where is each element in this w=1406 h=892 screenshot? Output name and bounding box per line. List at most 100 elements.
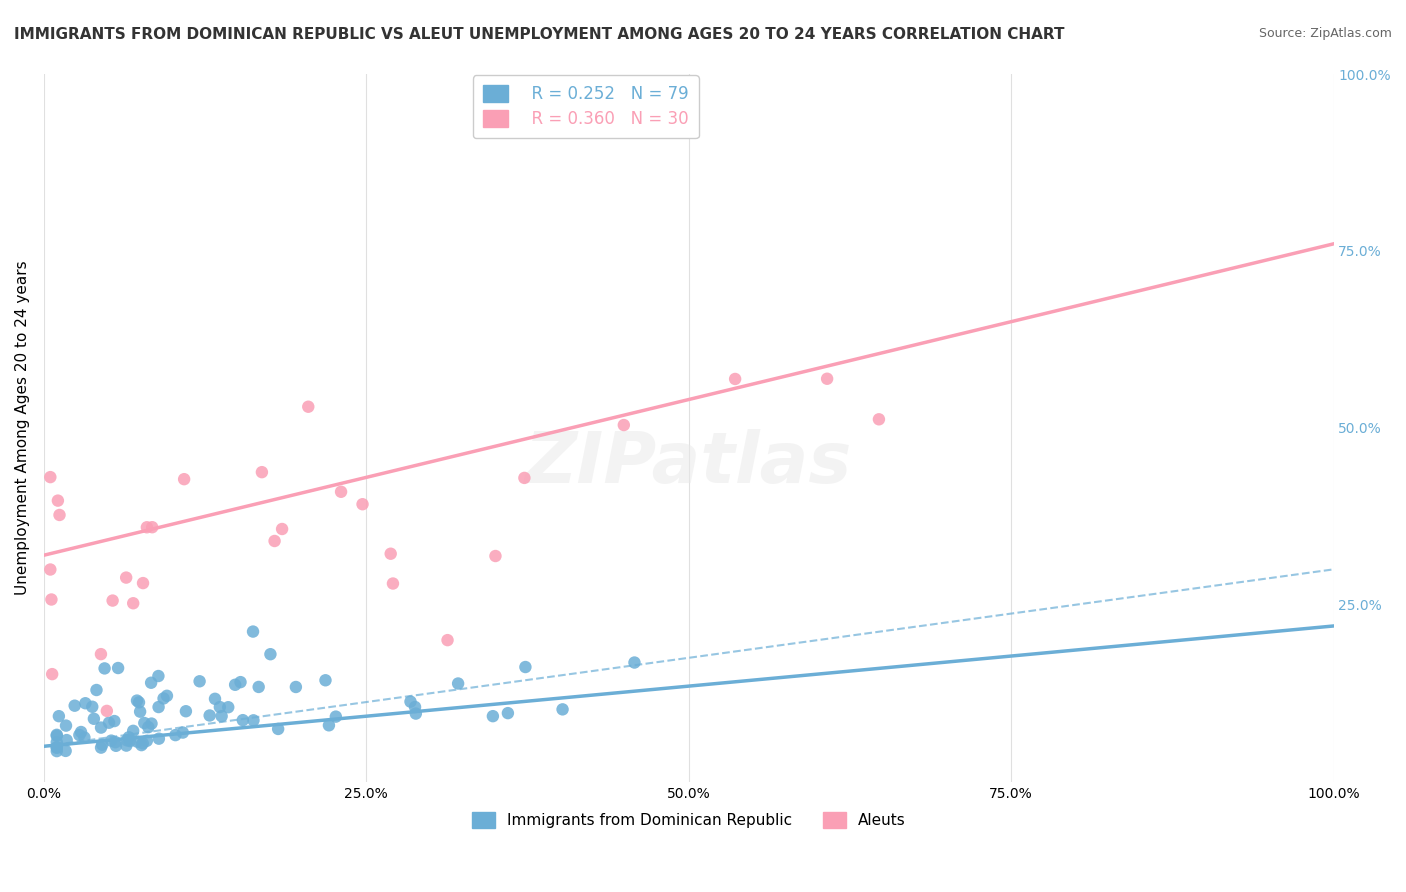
- Point: [232, 713, 254, 727]
- Point: [93, 661, 115, 675]
- Point: [297, 400, 319, 414]
- Point: [242, 624, 264, 639]
- Point: [380, 547, 402, 561]
- Point: [482, 709, 505, 723]
- Point: [73, 731, 96, 745]
- Point: [83, 712, 105, 726]
- Point: [45, 740, 67, 755]
- Point: [118, 731, 141, 745]
- Point: [515, 660, 537, 674]
- Point: [115, 739, 138, 753]
- Point: [139, 675, 162, 690]
- Point: [263, 533, 285, 548]
- Point: [318, 718, 340, 732]
- Point: [125, 693, 148, 707]
- Point: [82, 699, 104, 714]
- Point: [325, 709, 347, 723]
- Point: [141, 520, 163, 534]
- Point: [211, 709, 233, 723]
- Point: [172, 725, 194, 739]
- Y-axis label: Unemployment Among Ages 20 to 24 years: Unemployment Among Ages 20 to 24 years: [15, 260, 30, 595]
- Point: [204, 691, 226, 706]
- Point: [136, 720, 159, 734]
- Point: [90, 647, 112, 661]
- Point: [101, 593, 124, 607]
- Point: [39, 562, 62, 576]
- Text: IMMIGRANTS FROM DOMINICAN REPUBLIC VS ALEUT UNEMPLOYMENT AMONG AGES 20 TO 24 YEA: IMMIGRANTS FROM DOMINICAN REPUBLIC VS AL…: [14, 27, 1064, 42]
- Point: [45, 729, 67, 743]
- Point: [55, 733, 77, 747]
- Point: [156, 689, 179, 703]
- Point: [45, 740, 67, 755]
- Point: [91, 738, 114, 752]
- Point: [267, 722, 290, 736]
- Point: [868, 412, 890, 426]
- Point: [128, 695, 150, 709]
- Point: [496, 706, 519, 720]
- Point: [45, 744, 67, 758]
- Point: [484, 549, 506, 563]
- Point: [551, 702, 574, 716]
- Point: [152, 691, 174, 706]
- Point: [141, 716, 163, 731]
- Point: [104, 735, 127, 749]
- Point: [55, 744, 77, 758]
- Point: [115, 733, 138, 747]
- Point: [100, 733, 122, 747]
- Point: [217, 700, 239, 714]
- Point: [90, 740, 112, 755]
- Point: [271, 522, 294, 536]
- Point: [55, 718, 77, 732]
- Point: [247, 680, 270, 694]
- Point: [96, 704, 118, 718]
- Point: [48, 508, 70, 522]
- Point: [188, 674, 211, 689]
- Point: [115, 571, 138, 585]
- Point: [90, 721, 112, 735]
- Point: [132, 576, 155, 591]
- Legend: Immigrants from Dominican Republic, Aleuts: Immigrants from Dominican Republic, Aleu…: [465, 806, 911, 834]
- Point: [107, 661, 129, 675]
- Point: [405, 706, 427, 721]
- Point: [75, 696, 97, 710]
- Point: [127, 734, 149, 748]
- Point: [399, 695, 422, 709]
- Point: [129, 705, 152, 719]
- Point: [148, 669, 170, 683]
- Point: [45, 728, 67, 742]
- Point: [118, 734, 141, 748]
- Point: [63, 698, 86, 713]
- Point: [352, 497, 374, 511]
- Text: Source: ZipAtlas.com: Source: ZipAtlas.com: [1258, 27, 1392, 40]
- Point: [41, 667, 63, 681]
- Point: [198, 708, 221, 723]
- Point: [148, 731, 170, 746]
- Point: [242, 714, 264, 728]
- Point: [224, 678, 246, 692]
- Point: [447, 676, 470, 690]
- Point: [404, 700, 426, 714]
- Point: [103, 714, 125, 728]
- Point: [436, 633, 458, 648]
- Point: [174, 704, 197, 718]
- Point: [330, 484, 353, 499]
- Point: [623, 656, 645, 670]
- Point: [135, 520, 157, 534]
- Point: [46, 493, 69, 508]
- Point: [315, 673, 337, 688]
- Point: [513, 471, 536, 485]
- Point: [250, 465, 273, 479]
- Point: [122, 596, 145, 610]
- Point: [45, 735, 67, 749]
- Point: [41, 592, 63, 607]
- Point: [86, 683, 108, 698]
- Point: [259, 647, 281, 661]
- Point: [98, 715, 121, 730]
- Point: [67, 728, 90, 742]
- Point: [135, 733, 157, 747]
- Point: [173, 472, 195, 486]
- Point: [48, 709, 70, 723]
- Point: [70, 725, 93, 739]
- Point: [39, 470, 62, 484]
- Point: [122, 723, 145, 738]
